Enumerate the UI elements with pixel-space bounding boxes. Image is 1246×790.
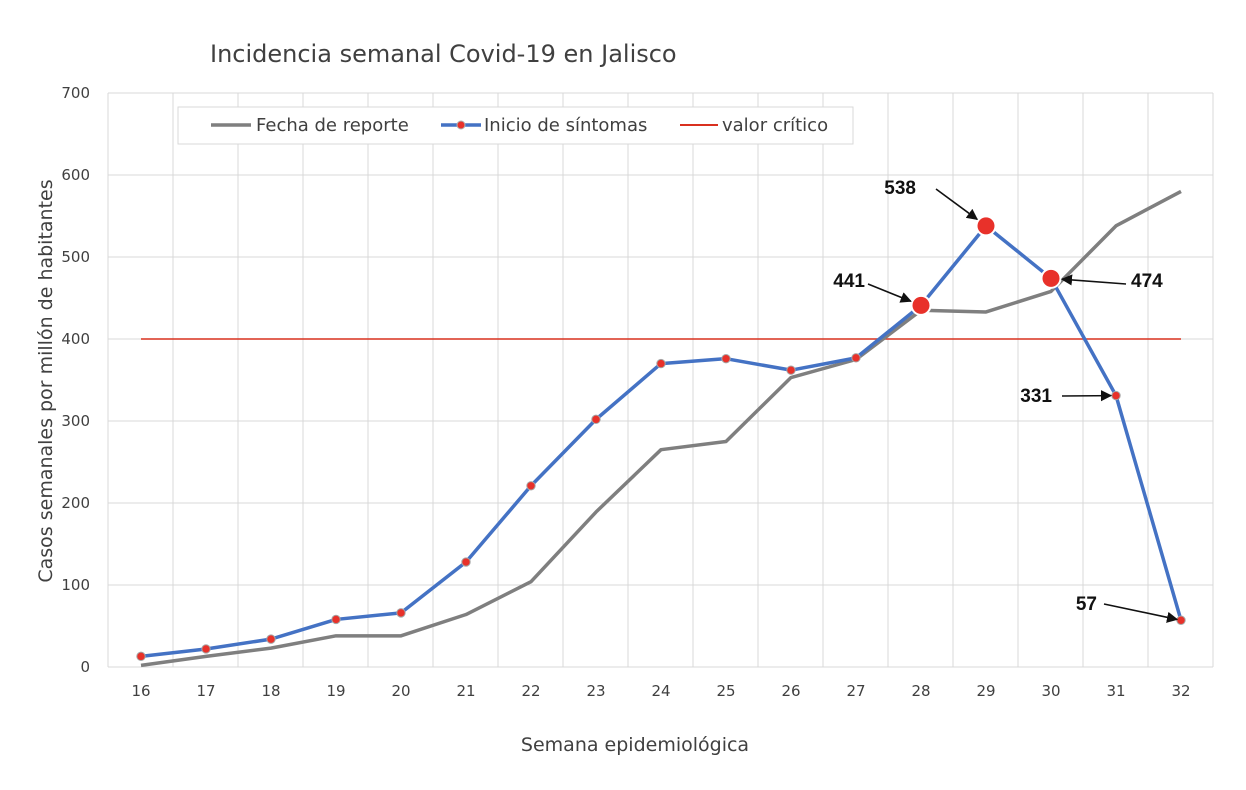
x-tick-label-26: 26 [781, 682, 800, 700]
x-tick-label-30: 30 [1041, 682, 1060, 700]
x-tick-label-21: 21 [456, 682, 475, 700]
data-point-inicio-de-sintomas-25 [721, 353, 731, 364]
data-point-inicio-de-sintomas-23 [591, 414, 601, 425]
data-point-inicio-de-sintomas-26 [786, 365, 796, 375]
x-tick-label-29: 29 [976, 682, 995, 700]
x-axis-ticks: 16 17 18 19 20 21 22 23 24 25 26 27 28 29 30 31 32 [131, 682, 1190, 700]
data-point-inicio-de-sintomas-20 [396, 608, 406, 618]
x-tick-label-16: 16 [131, 682, 150, 700]
callout-arrow-32 [1103, 603, 1179, 623]
x-tick-label-18: 18 [261, 682, 280, 700]
x-tick-label-32: 32 [1171, 682, 1190, 700]
data-point-inicio-de-sintomas-16 [136, 651, 146, 662]
callout-arrow-28 [867, 283, 912, 303]
series-line-inicio-de-sintomas [140, 224, 1183, 659]
data-point-inicio-de-sintomas-17 [201, 644, 211, 654]
series-line-fecha-de-reporte [140, 189, 1182, 668]
annotations-group: 441 538 474 331 57 [833, 178, 1179, 623]
data-point-inicio-de-sintomas-21 [461, 557, 471, 567]
x-tick-label-20: 20 [391, 682, 410, 700]
y-tick-label-100: 100 [61, 576, 90, 594]
y-tick-label-0: 0 [80, 658, 90, 676]
data-point-inicio-de-sintomas-18 [266, 634, 276, 644]
grid-lines [107, 92, 1214, 668]
legend-box [177, 106, 854, 145]
legend: Fecha de reporte Inicio de síntomas valo… [177, 106, 854, 145]
callout-label-28: 441 [833, 271, 865, 292]
x-tick-label-22: 22 [521, 682, 540, 700]
y-tick-label-300: 300 [61, 412, 90, 430]
x-axis-title: Semana epidemiológica [521, 734, 749, 756]
x-tick-label-31: 31 [1106, 682, 1125, 700]
legend-marker-inicio-de-sintomas [456, 120, 466, 130]
x-tick-label-23: 23 [586, 682, 605, 700]
data-point-inicio-de-sintomas-27 [851, 353, 861, 363]
callout-label-29: 538 [884, 178, 916, 199]
callout-label-32: 57 [1076, 594, 1097, 615]
data-point-inicio-de-sintomas-31 [1111, 390, 1121, 401]
callout-arrow-29 [935, 188, 979, 220]
callout-arrow-30 [1060, 274, 1127, 286]
x-tick-label-27: 27 [846, 682, 865, 700]
data-point-inicio-de-sintomas-19 [331, 614, 341, 625]
x-tick-label-25: 25 [716, 682, 735, 700]
callout-label-30: 474 [1131, 271, 1163, 292]
y-axis-title: Casos semanales por millón de habitantes [35, 179, 57, 582]
x-tick-label-28: 28 [911, 682, 930, 700]
data-point-inicio-de-sintomas-24 [656, 358, 666, 369]
chart-title: Incidencia semanal Covid-19 en Jalisco [210, 40, 677, 68]
data-point-inicio-de-sintomas-28 [910, 294, 932, 316]
legend-label-valor-critico: valor crítico [722, 115, 828, 136]
x-tick-label-19: 19 [326, 682, 345, 700]
series-group [136, 189, 1186, 668]
y-tick-label-500: 500 [61, 248, 90, 266]
data-point-inicio-de-sintomas-22 [526, 481, 536, 491]
data-point-inicio-de-sintomas-32 [1176, 615, 1186, 625]
x-tick-label-17: 17 [196, 682, 215, 700]
legend-label-inicio-de-sintomas: Inicio de síntomas [484, 115, 647, 136]
legend-label-fecha-de-reporte: Fecha de reporte [256, 115, 409, 136]
y-tick-label-200: 200 [61, 494, 90, 512]
y-tick-label-600: 600 [61, 166, 90, 184]
data-point-inicio-de-sintomas-29 [975, 215, 997, 237]
callout-label-31: 331 [1020, 386, 1052, 407]
x-tick-label-24: 24 [651, 682, 670, 700]
y-axis-ticks: 0 100 200 300 400 500 600 700 [61, 84, 90, 676]
data-point-inicio-de-sintomas-30 [1040, 267, 1062, 289]
y-tick-label-400: 400 [61, 330, 90, 348]
y-tick-label-700: 700 [61, 84, 90, 102]
